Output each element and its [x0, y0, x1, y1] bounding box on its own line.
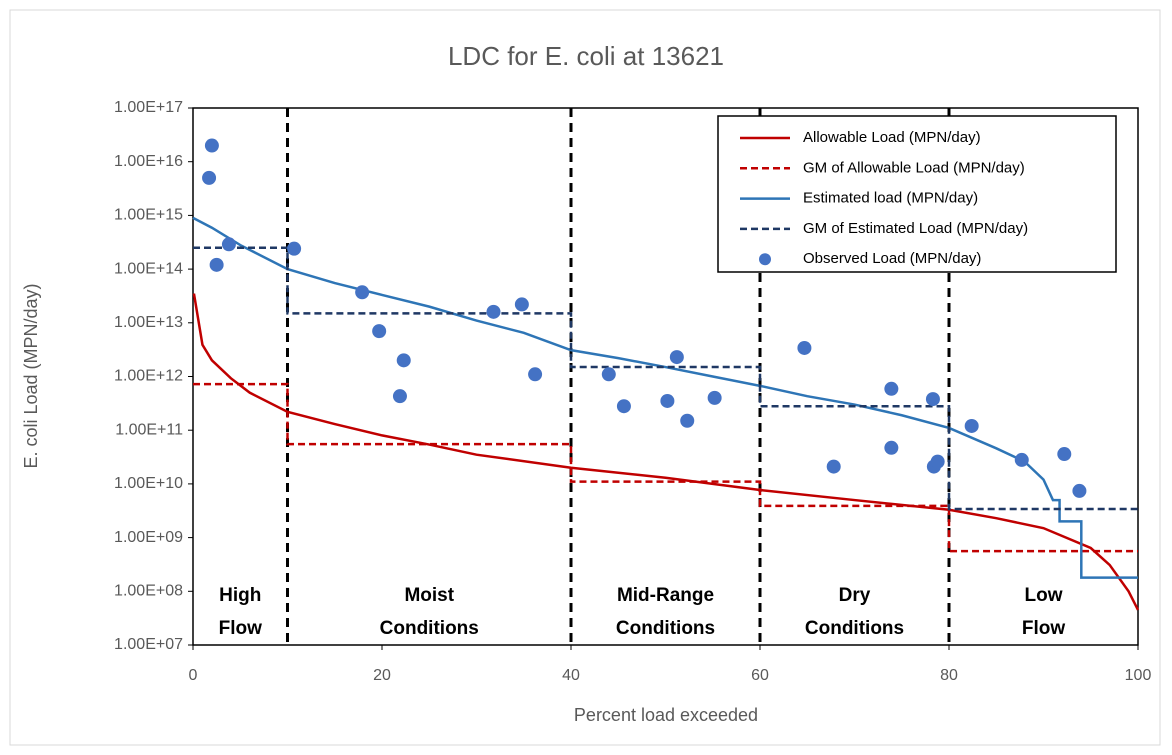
data-point [514, 297, 529, 312]
data-point [884, 381, 899, 396]
data-point [287, 241, 302, 256]
y-tick-label: 1.00E+08 [114, 583, 183, 600]
x-tick-label: 20 [373, 667, 391, 684]
legend-box [717, 115, 1117, 273]
data-point [221, 237, 236, 252]
region-label: Conditions [805, 618, 904, 639]
region-label: High [219, 585, 261, 606]
y-tick-label: 1.00E+17 [114, 99, 183, 116]
data-point [660, 393, 675, 408]
x-tick-label: 40 [562, 667, 580, 684]
data-point [1072, 483, 1087, 498]
data-point [372, 324, 387, 339]
data-point [616, 399, 631, 414]
y-tick-label: 1.00E+14 [114, 260, 183, 277]
data-point [680, 413, 695, 428]
y-tick-label: 1.00E+16 [114, 153, 183, 170]
data-point [396, 353, 411, 368]
data-point [204, 138, 219, 153]
region-label: Flow [1022, 618, 1065, 639]
data-point [884, 440, 899, 455]
data-point [528, 367, 543, 382]
x-axis-label: Percent load exceeded [574, 705, 758, 725]
data-point [669, 350, 684, 365]
data-point [202, 170, 217, 185]
data-point [1014, 452, 1029, 467]
data-point [930, 454, 945, 469]
y-tick-label: 1.00E+13 [114, 314, 183, 331]
data-point [601, 367, 616, 382]
data-point [797, 340, 812, 355]
legend-label: GM of Allowable Load (MPN/day) [803, 159, 1025, 176]
data-point [486, 304, 501, 319]
x-tick-label: 0 [189, 667, 198, 684]
data-point [826, 459, 841, 474]
chart-title: LDC for E. coli at 13621 [448, 41, 724, 71]
region-label: Low [1025, 585, 1063, 606]
region-label: Moist [404, 585, 454, 606]
data-point [209, 257, 224, 272]
region-label: Dry [839, 585, 871, 606]
legend-label: Allowable Load (MPN/day) [803, 129, 981, 146]
y-tick-label: 1.00E+07 [114, 636, 183, 653]
y-tick-label: 1.00E+09 [114, 529, 183, 546]
data-point [964, 418, 979, 433]
series-line [193, 246, 1138, 511]
data-point [355, 285, 370, 300]
region-label: Flow [219, 618, 262, 639]
x-tick-label: 60 [751, 667, 769, 684]
y-axis-label: E. coli Load (MPN/day) [21, 283, 41, 468]
region-label: Mid-Range [617, 585, 714, 606]
x-tick-label: 100 [1125, 667, 1152, 684]
legend-label: GM of Estimated Load (MPN/day) [803, 220, 1028, 237]
data-point [392, 389, 407, 404]
data-point [1057, 447, 1072, 462]
legend-marker [759, 253, 771, 266]
y-tick-label: 1.00E+15 [114, 207, 183, 224]
data-point [925, 392, 940, 407]
y-tick-label: 1.00E+11 [115, 421, 183, 438]
x-tick-label: 80 [940, 667, 958, 684]
y-tick-label: 1.00E+12 [114, 368, 183, 385]
legend-label: Estimated load (MPN/day) [803, 190, 978, 207]
series-line [193, 382, 1138, 553]
region-label: Conditions [616, 618, 715, 639]
y-tick-label: 1.00E+10 [114, 475, 183, 492]
region-label: Conditions [380, 618, 479, 639]
legend-label: Observed Load (MPN/day) [803, 250, 981, 267]
data-point [707, 390, 722, 405]
